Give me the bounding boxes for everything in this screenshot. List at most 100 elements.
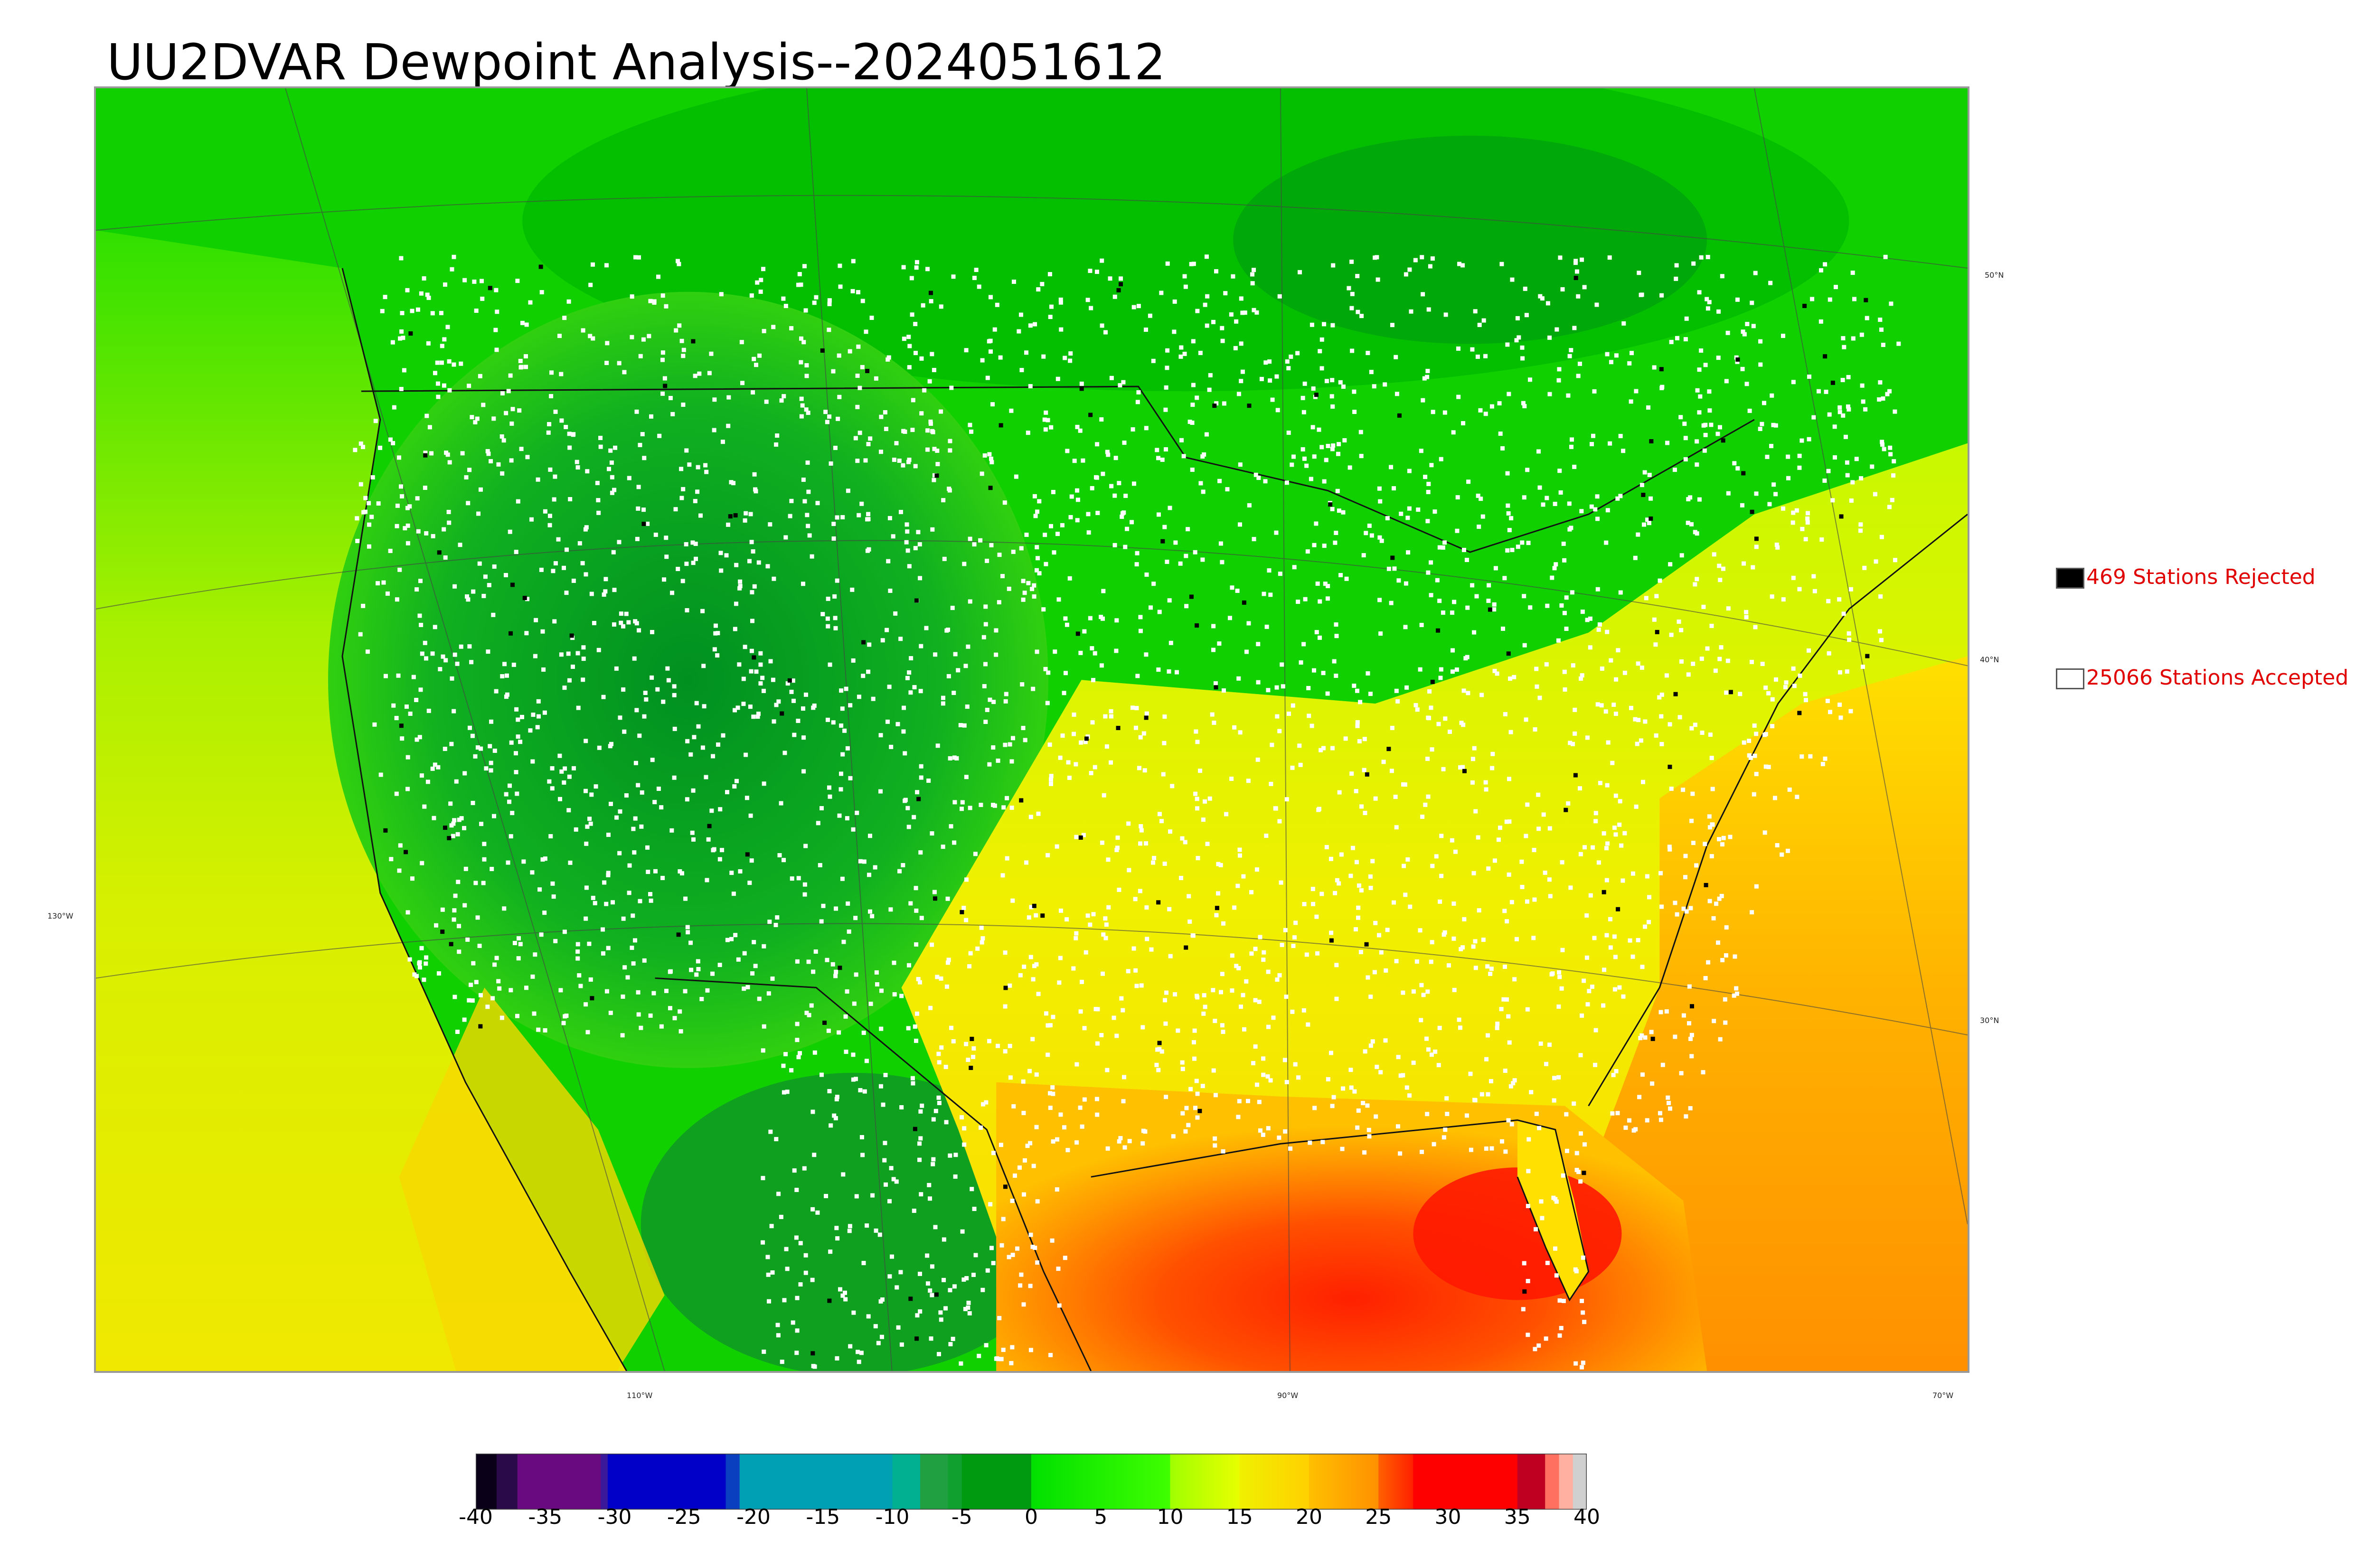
station-marker [1082, 629, 1087, 634]
station-marker [1008, 1075, 1013, 1080]
station-marker [885, 628, 889, 632]
station-marker [1707, 825, 1712, 830]
station-marker [1864, 298, 1868, 302]
station-marker [1035, 545, 1039, 550]
station-marker [426, 708, 431, 713]
station-marker [636, 485, 641, 489]
station-marker [1252, 268, 1256, 272]
station-marker [1826, 599, 1831, 603]
station-marker [523, 354, 528, 359]
station-marker [1505, 548, 1510, 553]
station-marker [1543, 870, 1547, 875]
station-marker [1432, 1142, 1436, 1146]
station-marker [528, 728, 533, 733]
station-marker [509, 988, 513, 993]
station-marker [857, 385, 862, 390]
station-marker [902, 337, 906, 341]
station-marker [1593, 1028, 1598, 1033]
station-marker [577, 541, 582, 545]
station-marker [1404, 1085, 1409, 1090]
station-marker [1874, 559, 1878, 564]
station-marker [906, 825, 911, 829]
station-marker [1114, 848, 1119, 853]
station-marker [1735, 359, 1740, 364]
station-marker [1618, 494, 1623, 498]
station-marker [914, 886, 918, 891]
station-marker [871, 696, 876, 701]
station-marker [1883, 254, 1888, 259]
station-marker [1611, 703, 1616, 707]
station-marker [979, 803, 983, 807]
station-marker [1051, 1014, 1055, 1019]
station-marker [1609, 658, 1613, 663]
station-marker [549, 394, 554, 398]
station-marker [1135, 674, 1140, 678]
station-marker [1259, 376, 1264, 381]
station-marker [1600, 666, 1604, 671]
station-marker [1348, 873, 1353, 878]
station-marker [1507, 872, 1511, 877]
station-marker [1444, 1096, 1449, 1101]
station-marker [1338, 573, 1343, 577]
station-marker [400, 311, 405, 315]
station-marker [1165, 366, 1169, 370]
station-marker [1744, 610, 1749, 614]
station-marker [1832, 455, 1837, 460]
station-marker [1483, 354, 1488, 358]
station-marker [668, 395, 673, 400]
station-marker [1355, 1125, 1360, 1130]
station-marker [1279, 880, 1283, 885]
station-marker [598, 436, 603, 441]
station-marker [1649, 439, 1654, 443]
station-marker [426, 295, 431, 300]
colorbar-segment [476, 1454, 497, 1510]
station-marker [883, 1141, 887, 1145]
station-marker [553, 561, 558, 566]
station-marker [530, 870, 535, 875]
station-marker [781, 296, 786, 301]
station-marker [841, 1172, 846, 1177]
station-marker [1278, 572, 1282, 576]
station-marker [878, 733, 883, 738]
station-marker [443, 826, 447, 830]
station-marker [794, 1235, 799, 1240]
station-marker [1089, 306, 1093, 310]
station-marker [755, 714, 760, 719]
station-marker [1476, 835, 1480, 840]
station-marker [591, 336, 595, 341]
station-marker [1477, 525, 1481, 529]
station-marker [918, 1309, 923, 1314]
station-marker [942, 1277, 946, 1282]
station-marker [877, 1232, 882, 1237]
station-marker [809, 1003, 814, 1008]
station-marker [843, 1014, 848, 1019]
station-marker [1566, 393, 1571, 398]
station-marker [622, 729, 627, 734]
station-marker [405, 910, 410, 915]
station-marker [398, 336, 403, 341]
station-marker [1636, 938, 1640, 942]
station-marker [806, 524, 810, 528]
station-marker [1585, 618, 1590, 622]
station-marker [1408, 904, 1413, 909]
station-marker [1608, 917, 1613, 921]
station-marker [407, 957, 412, 962]
station-marker [1781, 506, 1786, 511]
station-marker [1483, 412, 1488, 416]
station-marker [1378, 1070, 1383, 1075]
station-marker [1377, 535, 1382, 540]
station-marker [1613, 955, 1618, 959]
station-marker [1101, 471, 1105, 476]
station-marker [751, 549, 755, 554]
station-marker [1134, 984, 1139, 988]
station-marker [826, 624, 830, 629]
colorbar-segment [607, 1454, 726, 1510]
station-marker [1846, 407, 1851, 412]
station-marker [767, 1299, 772, 1304]
station-marker [780, 1360, 784, 1364]
station-marker [1030, 1037, 1035, 1042]
station-marker [510, 582, 515, 587]
station-marker [1704, 883, 1708, 887]
station-marker [690, 830, 695, 835]
station-marker [1419, 1018, 1423, 1023]
